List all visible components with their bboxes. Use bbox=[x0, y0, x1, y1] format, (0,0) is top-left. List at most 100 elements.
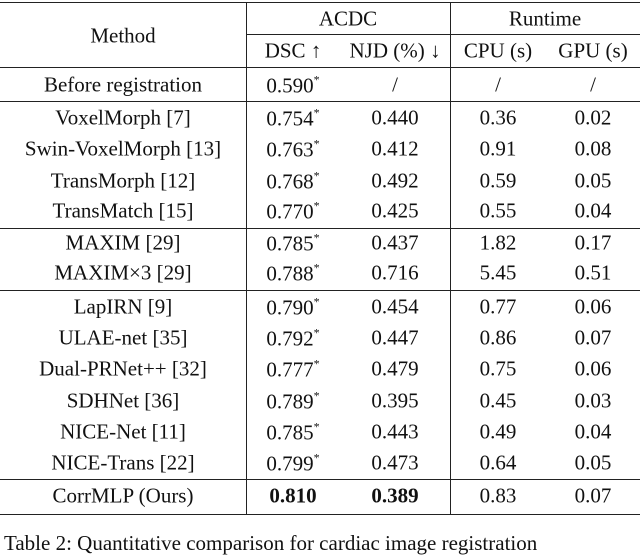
cell-text: SDHNet [36] bbox=[66, 388, 180, 413]
cpu-cell: 0.45 bbox=[480, 390, 517, 412]
significance-mark: * bbox=[313, 260, 320, 275]
dsc-cell: 0.763* bbox=[266, 138, 319, 161]
njd-cell: 0.437 bbox=[371, 232, 418, 254]
dsc-cell: 0.792* bbox=[266, 327, 319, 350]
significance-mark: * bbox=[313, 294, 320, 309]
method-cell: LapIRN [9] bbox=[74, 296, 173, 318]
gpu-cell: / bbox=[590, 74, 596, 96]
cell-text: 0.03 bbox=[574, 388, 612, 413]
header-cell: GPU (s) bbox=[558, 38, 628, 63]
rule bbox=[0, 2, 640, 3]
cpu-cell: 0.36 bbox=[479, 105, 517, 130]
cell-text: 1.82 bbox=[479, 230, 517, 255]
njd-cell: 0.447 bbox=[371, 327, 418, 349]
cell-text: 0.07 bbox=[574, 483, 612, 508]
cell-text: 0.59 bbox=[479, 168, 517, 193]
cell-text: 0.479 bbox=[371, 356, 419, 381]
significance-mark: * bbox=[313, 356, 320, 371]
cpu-cell: / bbox=[495, 72, 501, 97]
rule bbox=[0, 228, 640, 229]
cell-text: 0.788 bbox=[266, 261, 314, 286]
header-cell: DSC ↑ bbox=[264, 38, 322, 63]
cell-text: 0.55 bbox=[479, 198, 517, 223]
significance-mark: * bbox=[313, 388, 320, 403]
cpu-cell: 0.64 bbox=[480, 452, 517, 474]
significance-mark: * bbox=[313, 450, 320, 465]
gpu-cell: 0.51 bbox=[575, 262, 612, 284]
cell-text: VoxelMorph [7] bbox=[55, 105, 191, 130]
method-cell: NICE-Trans [22] bbox=[51, 450, 195, 475]
gpu-cell: 0.07 bbox=[574, 325, 612, 350]
cell-text: 0.17 bbox=[574, 230, 612, 255]
header-cell: NJD (%) ↓ bbox=[349, 38, 441, 63]
cell-text: 0.789 bbox=[266, 389, 314, 414]
rule bbox=[0, 479, 640, 480]
dsc-cell: 0.754* bbox=[266, 107, 319, 130]
cell-text: 0.768 bbox=[266, 169, 314, 194]
method-cell: CorrMLP (Ours) bbox=[52, 483, 194, 508]
cell-text: NICE-Trans [22] bbox=[51, 450, 195, 475]
cell-text: 0.412 bbox=[371, 136, 419, 161]
significance-mark: * bbox=[313, 198, 320, 213]
cell-text: 0.75 bbox=[479, 356, 517, 381]
njd-cell: 0.454 bbox=[371, 296, 418, 318]
cell-text: 0.36 bbox=[479, 105, 517, 130]
cell-text: / bbox=[495, 72, 501, 97]
cell-text: 0.04 bbox=[574, 419, 612, 444]
dsc-cell: 0.799* bbox=[266, 452, 319, 475]
cell-text: 0.763 bbox=[266, 137, 314, 162]
njd-cell: 0.473 bbox=[371, 450, 419, 475]
rule bbox=[0, 514, 640, 515]
cell-text: 0.790 bbox=[266, 295, 314, 320]
cell-text: Dual-PRNet++ [32] bbox=[39, 356, 207, 381]
significance-mark: * bbox=[313, 168, 320, 183]
cpu-cell: 0.91 bbox=[479, 136, 517, 161]
method-cell: VoxelMorph [7] bbox=[55, 105, 191, 130]
dsc-cell: 0.788* bbox=[266, 262, 319, 285]
njd-cell: 0.425 bbox=[371, 200, 418, 222]
dsc-cell: 0.768* bbox=[266, 170, 319, 193]
cell-text: 0.799 bbox=[266, 451, 314, 476]
cell-text: 0.492 bbox=[371, 168, 419, 193]
significance-mark: * bbox=[313, 136, 320, 151]
cell-text: 0.785 bbox=[266, 231, 314, 256]
dsc-cell: 0.770* bbox=[266, 200, 319, 223]
dsc-cell: 0.590* bbox=[266, 74, 319, 97]
cell-text: 0.07 bbox=[574, 325, 612, 350]
gpu-cell: 0.08 bbox=[574, 136, 612, 161]
rule bbox=[0, 290, 640, 291]
method-cell: MAXIM [29] bbox=[66, 232, 181, 254]
cpu-cell: 0.83 bbox=[480, 485, 517, 507]
cell-text: 0.77 bbox=[479, 294, 517, 319]
cell-text: 0.440 bbox=[371, 105, 419, 130]
cell-text: 0.473 bbox=[371, 450, 419, 475]
cell-text: 0.91 bbox=[479, 136, 517, 161]
njd-cell: 0.716 bbox=[371, 262, 418, 284]
significance-mark: * bbox=[313, 230, 320, 245]
cell-text: 0.04 bbox=[574, 198, 612, 223]
method-cell: SDHNet [36] bbox=[66, 388, 180, 413]
rule bbox=[0, 67, 640, 68]
dsc-cell: 0.785* bbox=[266, 421, 319, 444]
gpu-cell: 0.06 bbox=[575, 296, 612, 318]
method-cell: TransMatch [15] bbox=[53, 200, 194, 222]
cpu-cell: 0.77 bbox=[479, 294, 517, 319]
cell-text: 0.770 bbox=[266, 199, 314, 224]
cpu-cell: 0.59 bbox=[479, 168, 517, 193]
cell-text: 0.02 bbox=[574, 105, 612, 130]
gpu-cell: 0.03 bbox=[574, 388, 612, 413]
cell-text: 0.86 bbox=[479, 325, 517, 350]
method-cell: Swin-VoxelMorph [13] bbox=[25, 138, 221, 160]
cell-text: 0.754 bbox=[266, 106, 314, 131]
header-cell: CPU (s) bbox=[463, 38, 533, 63]
method-cell: MAXIM×3 [29] bbox=[54, 260, 192, 285]
cell-text: CorrMLP (Ours) bbox=[52, 483, 194, 508]
method-cell: NICE-Net [11] bbox=[60, 421, 186, 443]
cell-text: MAXIM×3 [29] bbox=[54, 260, 192, 285]
cell-text: TransMorph [12] bbox=[50, 168, 196, 193]
njd-cell: 0.440 bbox=[371, 105, 419, 130]
gpu-cell: 0.06 bbox=[575, 358, 612, 380]
cell-text: 0.08 bbox=[574, 136, 612, 161]
method-cell: Before registration bbox=[44, 74, 202, 96]
